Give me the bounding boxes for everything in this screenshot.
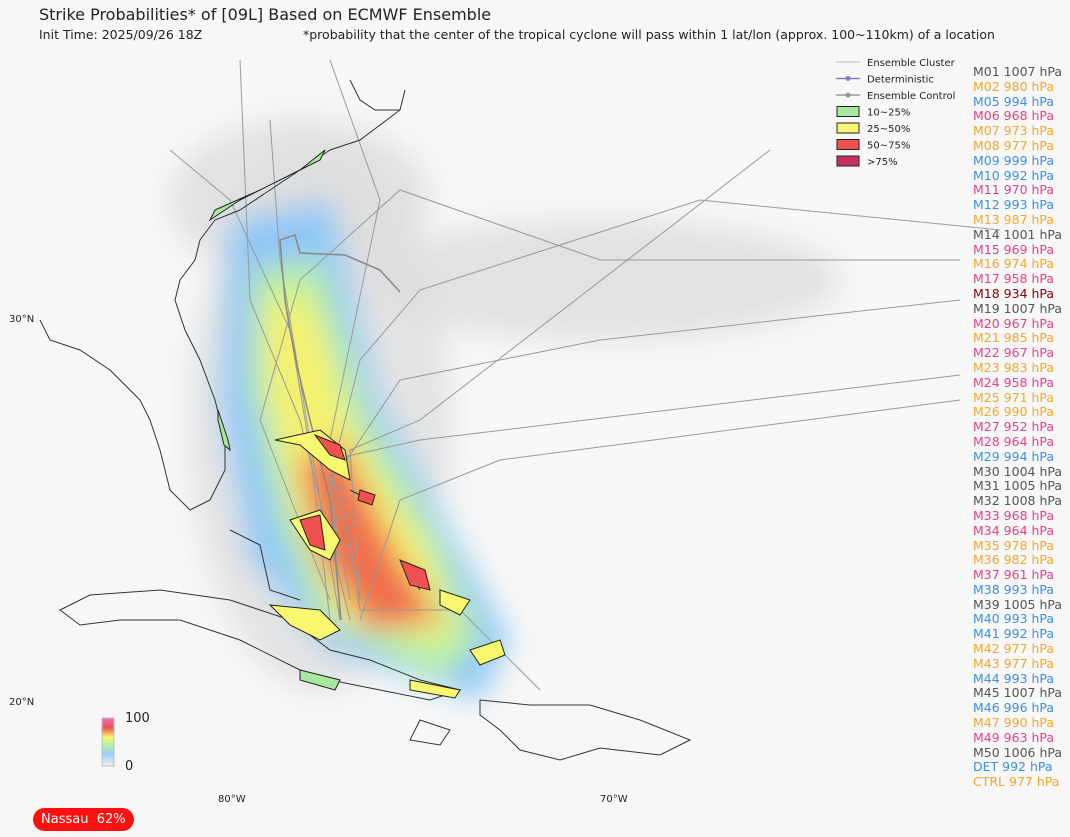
lat-label: 20°N xyxy=(9,697,35,708)
member-label: CTRL 977 hPa xyxy=(973,774,1060,790)
member-label: M44 993 hPa xyxy=(973,670,1055,686)
member-label: M30 1004 hPa xyxy=(973,463,1063,479)
member-label: M14 1001 hPa xyxy=(973,226,1063,242)
member-label: M42 977 hPa xyxy=(973,641,1055,657)
member-label: M13 987 hPa xyxy=(973,211,1055,227)
badge-place: Nassau xyxy=(41,812,89,827)
member-label: M17 958 hPa xyxy=(973,271,1055,287)
member-label: M18 934 hPa xyxy=(973,285,1055,301)
member-label: M35 978 hPa xyxy=(973,537,1055,553)
probability-contours xyxy=(208,149,506,699)
member-label: M32 1008 hPa xyxy=(973,493,1063,509)
member-label: M29 994 hPa xyxy=(973,448,1055,464)
member-label: M08 977 hPa xyxy=(973,137,1055,153)
legend-marker xyxy=(845,92,851,98)
member-label: M25 971 hPa xyxy=(973,389,1055,405)
member-label: M05 994 hPa xyxy=(973,93,1055,109)
member-label: M26 990 hPa xyxy=(973,404,1055,420)
member-label: M40 993 hPa xyxy=(973,611,1055,627)
member-label: M28 964 hPa xyxy=(973,433,1055,449)
badge-prob: 62% xyxy=(96,812,126,827)
member-label: M15 969 hPa xyxy=(973,241,1055,257)
member-label: M01 1007 hPa xyxy=(973,64,1063,79)
member-label: M49 963 hPa xyxy=(973,729,1055,745)
member-label: M39 1005 hPa xyxy=(973,596,1063,612)
lon-label: 80°W xyxy=(218,794,246,805)
member-label: M37 961 hPa xyxy=(973,567,1055,583)
member-label: M33 968 hPa xyxy=(973,507,1055,523)
legend-label: 50~75% xyxy=(867,141,910,152)
member-label: M22 967 hPa xyxy=(973,345,1055,361)
colorbar-min: 0 xyxy=(125,759,134,774)
legend-label: >75% xyxy=(867,157,898,168)
legend-label: Ensemble Control xyxy=(867,91,955,102)
legend-label: Deterministic xyxy=(867,75,934,86)
member-label: M46 996 hPa xyxy=(973,700,1055,716)
member-label: M06 968 hPa xyxy=(973,108,1055,124)
legend-swatch xyxy=(836,139,860,150)
member-label: M09 999 hPa xyxy=(973,152,1055,168)
lon-label: 70°W xyxy=(600,794,628,805)
member-label: M02 980 hPa xyxy=(973,78,1055,94)
member-label: M45 1007 hPa xyxy=(973,685,1063,701)
legend: Ensemble Cluster Deterministic Ensemble Co… xyxy=(836,58,956,168)
init-time: Init Time: 2025/09/26 18Z xyxy=(39,27,203,42)
member-label: M38 993 hPa xyxy=(973,581,1055,597)
colorbar-max: 100 xyxy=(125,711,150,726)
legend-swatch xyxy=(836,122,860,134)
member-label: M47 990 hPa xyxy=(973,715,1055,731)
footnote: *probability that the center of the trop… xyxy=(303,27,995,42)
location-badge[interactable]: Nassau 62% xyxy=(33,808,134,831)
member-label: M11 970 hPa xyxy=(973,182,1055,198)
member-label: M36 982 hPa xyxy=(973,552,1055,568)
member-label: M41 992 hPa xyxy=(973,626,1055,642)
member-list: M01 1007 hPa M02 980 hPa M05 994 hPa M06 96… xyxy=(973,64,1063,790)
member-label: M23 983 hPa xyxy=(973,359,1055,375)
member-label: M12 993 hPa xyxy=(973,197,1055,213)
member-label: M10 992 hPa xyxy=(973,167,1055,183)
member-label: M34 964 hPa xyxy=(973,522,1055,538)
legend-swatch xyxy=(836,106,860,117)
member-label: M43 977 hPa xyxy=(973,655,1055,671)
legend-marker xyxy=(845,76,851,81)
title: Strike Probabilities* of [09L] Based on … xyxy=(39,5,492,24)
legend-swatch xyxy=(836,155,860,167)
member-label: M16 974 hPa xyxy=(973,256,1055,272)
member-label: M21 985 hPa xyxy=(973,330,1055,346)
member-label: M07 973 hPa xyxy=(973,123,1055,139)
legend-label: 25~50% xyxy=(867,124,910,135)
legend-label: Ensemble Cluster xyxy=(867,58,956,69)
member-label: DET 992 hPa xyxy=(973,759,1053,775)
lat-label: 30°N xyxy=(9,314,35,325)
probability-field xyxy=(170,120,840,700)
member-label: M50 1006 hPa xyxy=(973,744,1063,760)
legend-label: 10~25% xyxy=(867,108,910,119)
member-label: M24 958 hPa xyxy=(973,374,1055,390)
control-track xyxy=(279,234,401,621)
member-label: M31 1005 hPa xyxy=(973,478,1063,494)
colorbar xyxy=(101,717,115,767)
member-label: M27 952 hPa xyxy=(973,419,1055,435)
member-label: M19 1007 hPa xyxy=(973,300,1063,316)
member-label: M20 967 hPa xyxy=(973,315,1055,331)
